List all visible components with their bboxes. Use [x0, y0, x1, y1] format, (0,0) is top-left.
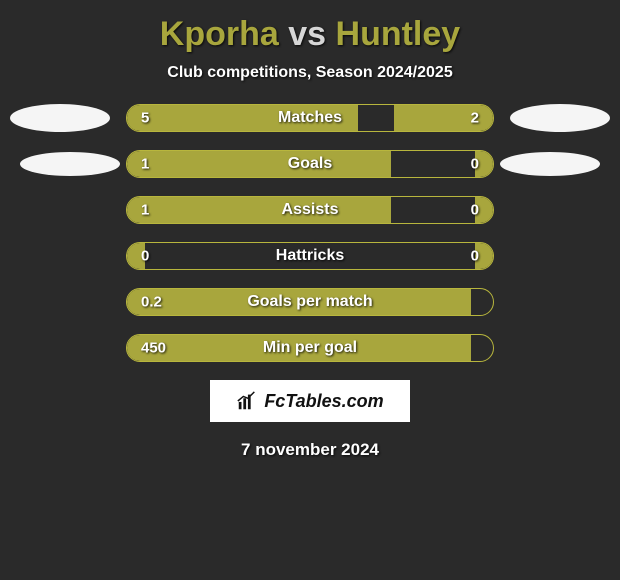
stat-value-right: 0: [471, 248, 479, 265]
stat-label: Min per goal: [263, 339, 357, 357]
vs-text: vs: [288, 15, 326, 53]
stat-row: 1 0 Assists: [0, 196, 620, 224]
stat-value-right: 0: [471, 202, 479, 219]
stat-label: Goals per match: [247, 293, 372, 311]
player2-name: Huntley: [336, 15, 461, 53]
page-title: Kporha vs Huntley: [160, 15, 460, 54]
subtitle: Club competitions, Season 2024/2025: [167, 64, 452, 82]
stat-value-left: 5: [141, 110, 149, 127]
stat-value-left: 1: [141, 202, 149, 219]
stat-label: Hattricks: [276, 247, 344, 265]
stat-bar-track: 1 0 Assists: [126, 196, 494, 224]
stat-label: Goals: [288, 155, 332, 173]
player1-badge-oval: [10, 104, 110, 132]
brand-text: FcTables.com: [264, 391, 383, 412]
stat-label: Matches: [278, 109, 342, 127]
player1-badge-oval: [20, 152, 120, 176]
stat-value-right: 0: [471, 156, 479, 173]
stat-bar-track: 0 0 Hattricks: [126, 242, 494, 270]
comparison-card: Kporha vs Huntley Club competitions, Sea…: [0, 0, 620, 470]
stat-value-left: 0.2: [141, 294, 162, 311]
player2-badge-oval: [510, 104, 610, 132]
stat-bar-track: 450 Min per goal: [126, 334, 494, 362]
stat-value-left: 450: [141, 340, 166, 357]
player2-badge-oval: [500, 152, 600, 176]
stat-row: 450 Min per goal: [0, 334, 620, 362]
stat-bar-left: [127, 151, 391, 177]
stat-bar-track: 1 0 Goals: [126, 150, 494, 178]
brand-badge[interactable]: FcTables.com: [210, 380, 409, 422]
stat-value-left: 1: [141, 156, 149, 173]
player1-name: Kporha: [160, 15, 279, 53]
stat-rows: 5 2 Matches 1 0 Goals 1 0 Assists 0 0 Hattricks 0.2 G…: [0, 104, 620, 362]
stat-row: 1 0 Goals: [0, 150, 620, 178]
stat-value-right: 2: [471, 110, 479, 127]
stat-bar-track: 5 2 Matches: [126, 104, 494, 132]
stat-value-left: 0: [141, 248, 149, 265]
date-text: 7 november 2024: [241, 440, 379, 460]
stat-row: 5 2 Matches: [0, 104, 620, 132]
stat-bar-track: 0.2 Goals per match: [126, 288, 494, 316]
brand-chart-icon: [236, 390, 258, 412]
stat-bar-left: [127, 197, 391, 223]
stat-row: 0.2 Goals per match: [0, 288, 620, 316]
stat-label: Assists: [282, 201, 339, 219]
stat-row: 0 0 Hattricks: [0, 242, 620, 270]
